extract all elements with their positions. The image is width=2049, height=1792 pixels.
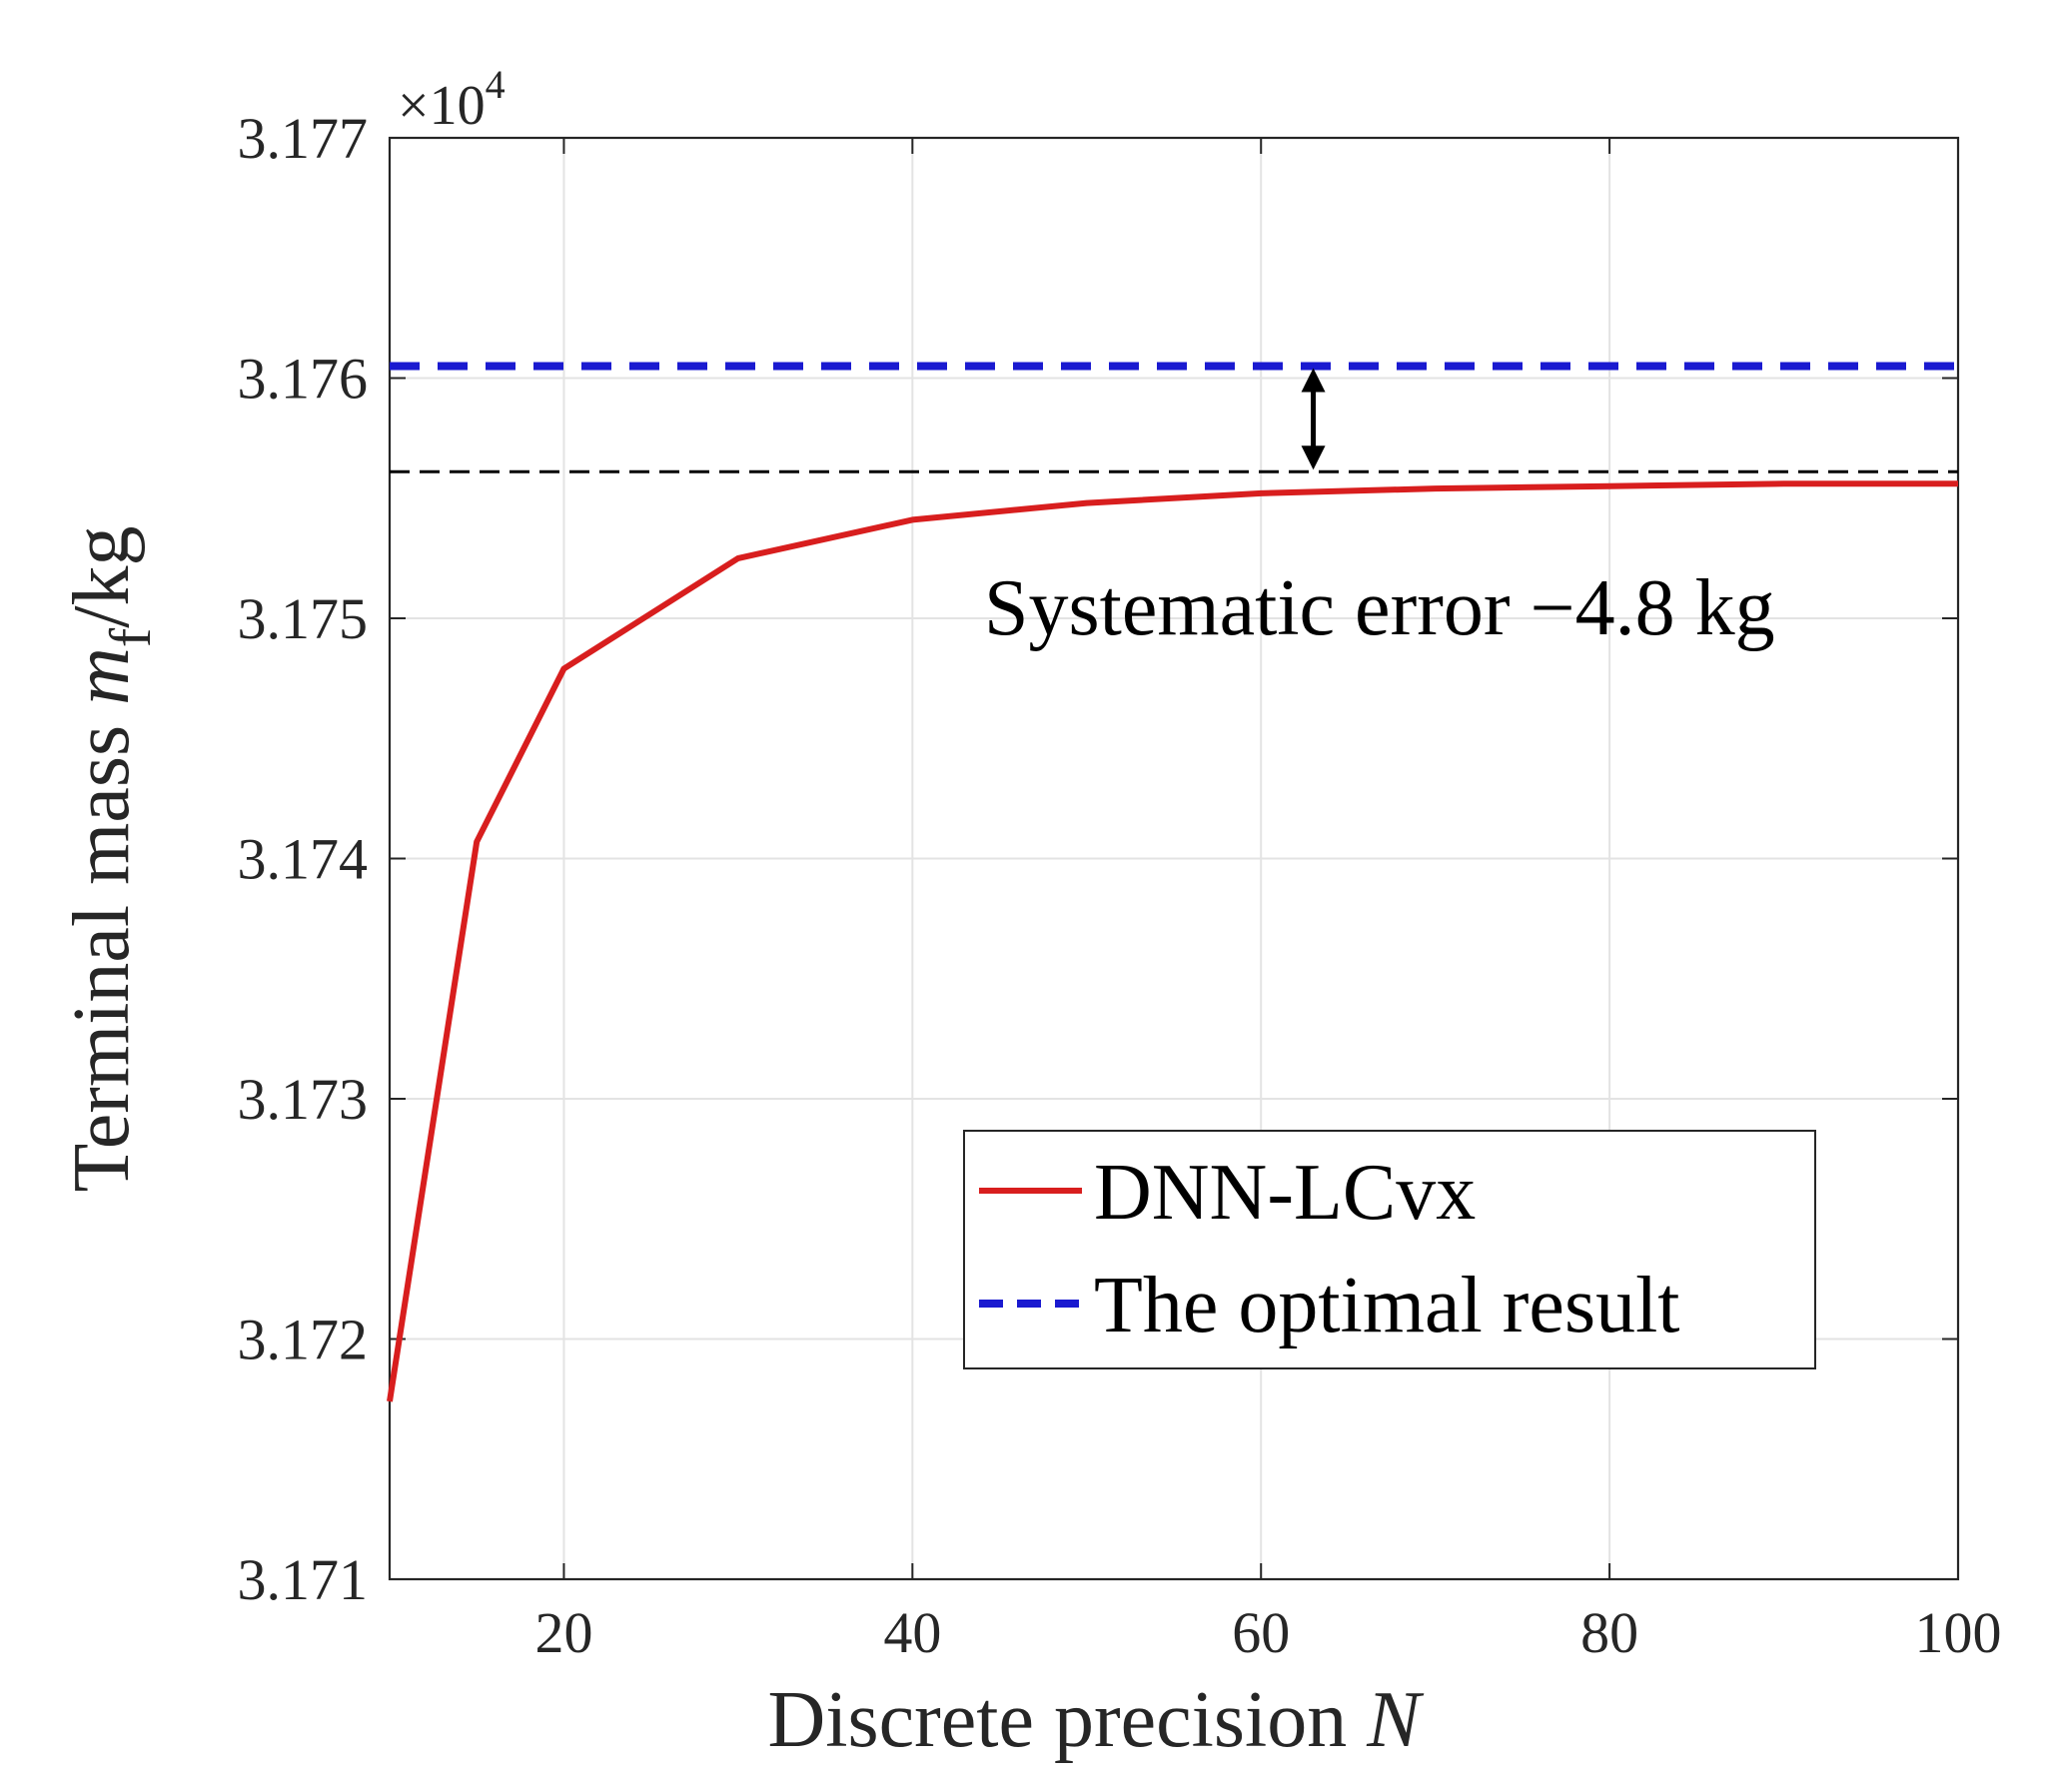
annotation-text: Systematic error −4.8 kg xyxy=(984,564,1775,652)
y-axis-multiplier: ×104 xyxy=(398,62,506,137)
y-tick-label: 3.174 xyxy=(238,827,369,892)
x-tick-label: 40 xyxy=(883,1600,941,1665)
series-line-dnn-lcvx xyxy=(387,480,1958,1402)
annotation-arrow-head-down xyxy=(1301,446,1326,470)
x-axis-label: Discrete precision N xyxy=(767,1676,1425,1764)
x-tick-label: 20 xyxy=(534,1600,592,1665)
x-tick-label: 80 xyxy=(1580,1600,1638,1665)
y-tick-label: 3.175 xyxy=(238,586,369,651)
x-tick-label: 60 xyxy=(1232,1600,1290,1665)
y-tick-label: 3.173 xyxy=(238,1067,369,1132)
x-tick-labels: 20 40 60 80 100 xyxy=(534,1600,2001,1665)
y-axis-label: Terminal mass mf/kg xyxy=(58,526,163,1193)
y-tick-label: 3.171 xyxy=(238,1547,369,1612)
legend: DNN-LCvx The optimal result xyxy=(963,1130,1816,1369)
series xyxy=(387,362,1958,1402)
y-tick-labels: 3.171 3.172 3.173 3.174 3.175 3.176 3.177 xyxy=(238,106,369,1612)
x-tick-label: 100 xyxy=(1915,1600,2002,1665)
y-tick-label: 3.172 xyxy=(238,1308,369,1372)
legend-label-dnn-lcvx: DNN-LCvx xyxy=(1094,1149,1476,1237)
legend-box xyxy=(963,1130,1816,1369)
axis-ticks xyxy=(390,137,1959,1580)
y-tick-label: 3.176 xyxy=(238,347,369,412)
annotation-arrow-head-up xyxy=(1301,368,1326,393)
legend-label-optimal: The optimal result xyxy=(1094,1262,1680,1349)
y-tick-label: 3.177 xyxy=(238,106,369,171)
annotation: Systematic error −4.8 kg xyxy=(984,368,1775,652)
